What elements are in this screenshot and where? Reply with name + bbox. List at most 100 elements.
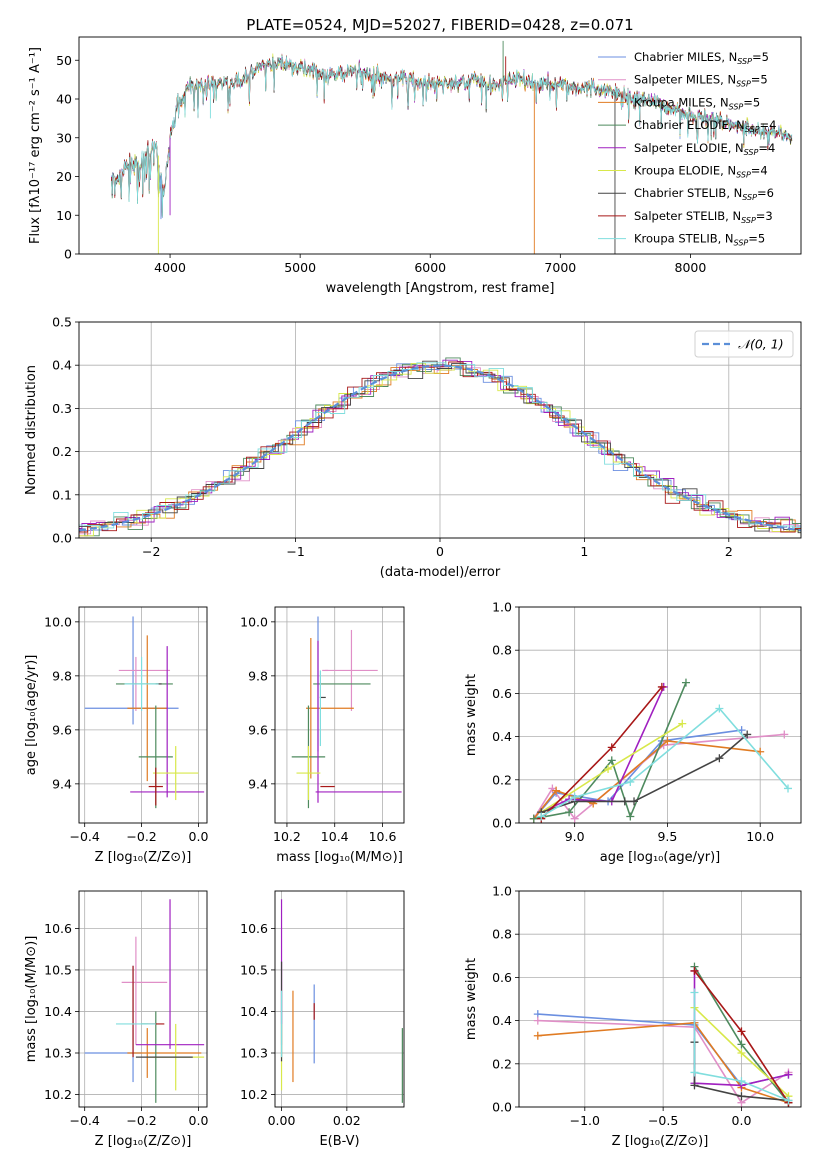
weight-point bbox=[690, 966, 699, 975]
x-tick-label: −1 bbox=[286, 544, 304, 559]
x-tick-label: −0.2 bbox=[126, 1113, 156, 1128]
x-tick-label: −1.0 bbox=[570, 1113, 600, 1128]
legend-label: Kroupa STELIB, NSSP=5 bbox=[634, 232, 765, 248]
weight-point bbox=[620, 797, 629, 806]
spectrum-line-8 bbox=[111, 55, 793, 218]
y-tick-label: 0.8 bbox=[492, 927, 512, 942]
y-axis-label: Normed distribution bbox=[24, 365, 39, 495]
weight-point bbox=[626, 777, 635, 786]
panel-spectrum: 4000 5000 6000 7000 8000 0 10 20 30 40 50 wavelengt… bbox=[28, 36, 802, 296]
x-axis-label: mass [log₁₀(M/M⊙)] bbox=[276, 850, 403, 865]
weight-point bbox=[715, 754, 724, 763]
weight-point bbox=[570, 793, 579, 802]
y-tick-label: 0.2 bbox=[492, 772, 512, 787]
plot-body bbox=[529, 678, 793, 823]
legend-box bbox=[694, 330, 794, 358]
y-tick-label: 0.0 bbox=[52, 531, 72, 546]
x-tick-label: 0.0 bbox=[732, 1113, 752, 1128]
y-tick-label: 50 bbox=[56, 53, 72, 68]
legend-label: Kroupa MILES, NSSP=5 bbox=[634, 95, 760, 111]
weight-point bbox=[537, 812, 546, 821]
y-tick-label: 10.5 bbox=[44, 962, 72, 977]
plot-body bbox=[111, 40, 793, 254]
y-tick-label: 9.4 bbox=[52, 776, 72, 791]
y-axis-label: Flux [fλ10⁻¹⁷ erg cm⁻² s⁻¹ A⁻¹] bbox=[28, 47, 43, 244]
x-axis-label: E(B-V) bbox=[319, 1134, 359, 1149]
weight-point bbox=[743, 730, 752, 739]
weight-point bbox=[784, 784, 793, 793]
weight-point bbox=[533, 1031, 542, 1040]
axes-frame bbox=[78, 606, 208, 824]
weight-point bbox=[657, 682, 666, 691]
y-tick-label: 9.4 bbox=[248, 776, 268, 791]
axes-frame bbox=[78, 890, 208, 1108]
weight-line-1 bbox=[537, 1019, 789, 1104]
axes-frame bbox=[78, 36, 802, 255]
plot-area: 4000 5000 6000 7000 800001020304050wavelengt… bbox=[24, 36, 802, 1149]
weight-point bbox=[737, 1040, 746, 1049]
panel-residuals: −2 −1 0 1 2 0.0 0.1 0.2 0.3 0.4 0.5 (data-model)/er… bbox=[24, 315, 802, 580]
weight-line-6 bbox=[541, 733, 748, 813]
y-tick-label: 9.6 bbox=[52, 722, 72, 737]
x-axis-label: Z [log₁₀(Z/Z⊙)] bbox=[95, 1134, 192, 1149]
y-tick-label: 0.6 bbox=[492, 686, 512, 701]
y-tick-label: 10.2 bbox=[44, 1087, 72, 1102]
x-tick-label: 6000 bbox=[414, 260, 446, 275]
weight-point bbox=[678, 719, 687, 728]
y-tick-label: 0.4 bbox=[52, 358, 72, 373]
y-tick-label: 0.4 bbox=[492, 1013, 512, 1028]
x-tick-label: 10.2 bbox=[273, 829, 301, 844]
legend-label: Chabrier ELODIE, NSSP=4 bbox=[634, 118, 776, 134]
y-tick-label: 10.3 bbox=[240, 1046, 268, 1061]
y-tick-label: 1.0 bbox=[492, 600, 512, 615]
x-tick-label: 10.4 bbox=[321, 829, 349, 844]
y-tick-label: 20 bbox=[56, 169, 72, 184]
axes-frame bbox=[274, 890, 405, 1108]
x-axis-label: Z [log₁₀(Z/Z⊙)] bbox=[612, 1134, 709, 1149]
y-tick-label: 10.4 bbox=[44, 1004, 72, 1019]
y-tick-label: 10.6 bbox=[240, 921, 268, 936]
y-tick-label: 0.5 bbox=[52, 315, 72, 330]
plot-body bbox=[84, 616, 205, 809]
x-axis-label: Z [log₁₀(Z/Z⊙)] bbox=[95, 850, 192, 865]
weight-point bbox=[690, 1081, 699, 1090]
x-axis-label: wavelength [Angstrom, rest frame] bbox=[326, 281, 555, 296]
y-tick-label: 10.5 bbox=[240, 962, 268, 977]
x-tick-label: 9.0 bbox=[565, 829, 585, 844]
legend-label: Chabrier MILES, NSSP=5 bbox=[634, 50, 769, 66]
axes-frame bbox=[518, 890, 802, 1108]
y-tick-label: 40 bbox=[56, 92, 72, 107]
y-tick-label: 0.0 bbox=[492, 1100, 512, 1115]
y-tick-label: 1.0 bbox=[492, 884, 512, 899]
panel-weight-vs-age: 9.0 9.5 10.0 0.0 0.2 0.4 0.6 0.8 1.0 age [log₁₀(a… bbox=[464, 600, 802, 865]
y-tick-label: 0.0 bbox=[492, 816, 512, 831]
x-axis-label: age [log₁₀(age/yr)] bbox=[600, 850, 721, 865]
y-tick-label: 0.1 bbox=[52, 487, 72, 502]
weight-point bbox=[663, 736, 672, 745]
y-tick-label: 10.2 bbox=[240, 1087, 268, 1102]
y-tick-label: 0.6 bbox=[492, 970, 512, 985]
y-tick-label: 10.4 bbox=[240, 1004, 268, 1019]
x-tick-label: 5000 bbox=[284, 260, 316, 275]
errorbar-point bbox=[148, 767, 163, 806]
weight-point bbox=[690, 1068, 699, 1077]
weight-point bbox=[690, 988, 699, 997]
legend-label: Chabrier STELIB, NSSP=6 bbox=[634, 186, 774, 202]
panel-weight-vs-Z: −1.0 −0.5 0.0 0.0 0.2 0.4 0.6 0.8 1.0 Z [log₁₀(Z/… bbox=[464, 884, 802, 1149]
y-tick-label: 10.3 bbox=[44, 1046, 72, 1061]
weight-point bbox=[565, 808, 574, 817]
y-tick-label: 0.8 bbox=[492, 643, 512, 658]
weight-point bbox=[780, 730, 789, 739]
x-tick-label: −0.5 bbox=[648, 1113, 678, 1128]
y-tick-label: 9.8 bbox=[52, 668, 72, 683]
weight-point bbox=[737, 1027, 746, 1036]
legend-label: Salpeter MILES, NSSP=5 bbox=[634, 73, 768, 89]
weight-point bbox=[604, 765, 613, 773]
weight-point bbox=[626, 812, 635, 821]
x-tick-label: 0.02 bbox=[333, 1113, 361, 1128]
panel-age-vs-mass: 10.2 10.4 10.6 9.4 9.6 9.8 10.0 mass [log₁₀(M/M… bbox=[240, 606, 405, 865]
weight-point bbox=[552, 786, 561, 795]
x-tick-label: 2 bbox=[725, 544, 733, 559]
y-axis-label: mass weight bbox=[464, 958, 479, 1040]
